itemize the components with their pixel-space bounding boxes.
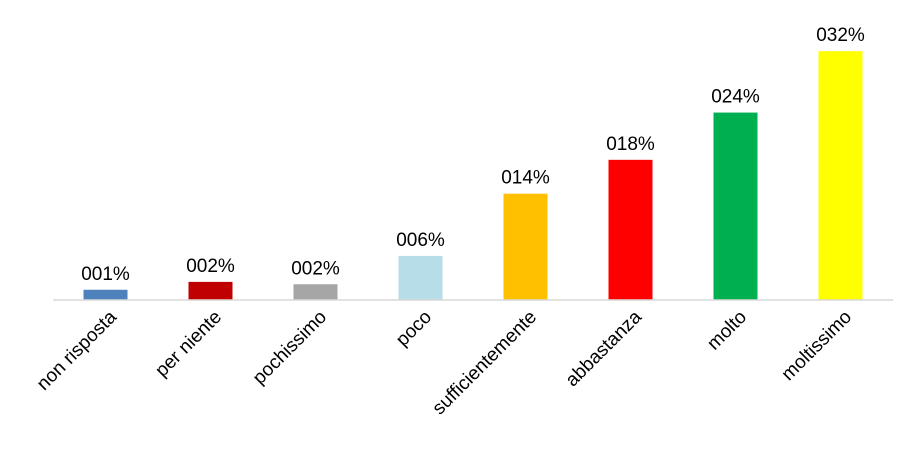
data-label-non-risposta: 001% (81, 264, 130, 285)
x-tick-label-pochissimo: pochissimo (249, 307, 331, 389)
bar-abbastanza (608, 159, 653, 300)
bars-group (83, 51, 863, 301)
data-label-sufficientemente: 014% (501, 168, 550, 189)
x-tick-label-non-risposta: non risposta (33, 306, 121, 394)
x-tick-label-per-niente: per niente (151, 307, 226, 382)
bar-moltissimo (818, 51, 863, 301)
data-label-abbastanza: 018% (606, 134, 655, 155)
bar-sufficientemente (503, 193, 548, 300)
data-label-pochissimo: 002% (291, 258, 340, 279)
x-tick-label-abbastanza: abbastanza (562, 306, 647, 391)
x-tick-label-sufficientemente: sufficientemente (429, 307, 541, 419)
bar-molto (713, 112, 758, 300)
bar-per-niente (188, 281, 233, 300)
x-tick-labels-group: non risposta per niente pochissimo pocosuff… (33, 306, 856, 419)
data-label-molto: 024% (711, 87, 760, 108)
x-tick-label-molto: molto (703, 307, 751, 355)
data-label-per-niente: 002% (186, 256, 235, 277)
data-label-moltissimo: 032% (816, 25, 865, 46)
bar-pochissimo (293, 284, 338, 300)
x-tick-label-moltissimo: moltissimo (778, 307, 856, 385)
bar-non-risposta (83, 289, 128, 300)
x-tick-label-poco: poco (392, 307, 436, 351)
bar-poco (398, 255, 443, 300)
data-labels-group: 001% 002% 002% 006% 014% 018% 024% 032% (81, 25, 865, 285)
data-label-poco: 006% (396, 230, 445, 251)
